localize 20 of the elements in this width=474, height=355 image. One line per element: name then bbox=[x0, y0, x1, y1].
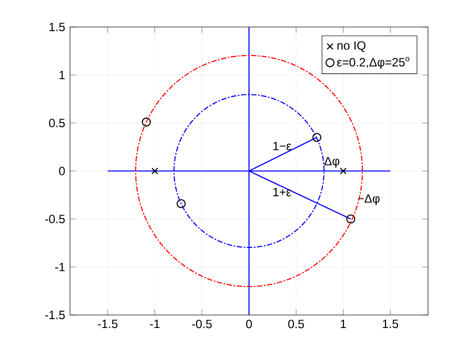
y-tick-label: 0.5 bbox=[49, 118, 65, 128]
x-tick-label: -0.5 bbox=[192, 320, 212, 328]
legend-label: ε=0.2,Δφ=25$^{o}$ bbox=[337, 56, 410, 69]
annotation: Δφ bbox=[324, 156, 340, 168]
x-tick-label: 0.5 bbox=[288, 320, 304, 328]
x-tick-label: -1.5 bbox=[98, 320, 118, 328]
annotation: 1−ε bbox=[273, 142, 292, 150]
annotation: 1+ε bbox=[273, 188, 292, 196]
annotation: −Δφ bbox=[358, 194, 380, 206]
y-tick-label: -0.5 bbox=[45, 214, 65, 224]
y-tick-label: -1.5 bbox=[45, 310, 65, 320]
y-tick-label: 1.5 bbox=[50, 22, 65, 32]
y-tick-label: 1 bbox=[60, 70, 65, 80]
legend-label: no IQ bbox=[337, 41, 366, 52]
y-tick-label: 0 bbox=[59, 166, 65, 176]
x-tick-label: -1 bbox=[150, 320, 160, 328]
x-tick-label: 1.5 bbox=[382, 320, 398, 328]
x-tick-label: 1 bbox=[340, 320, 346, 328]
y-tick-label: -1 bbox=[55, 262, 65, 272]
x-tick-label: 0 bbox=[246, 320, 252, 328]
